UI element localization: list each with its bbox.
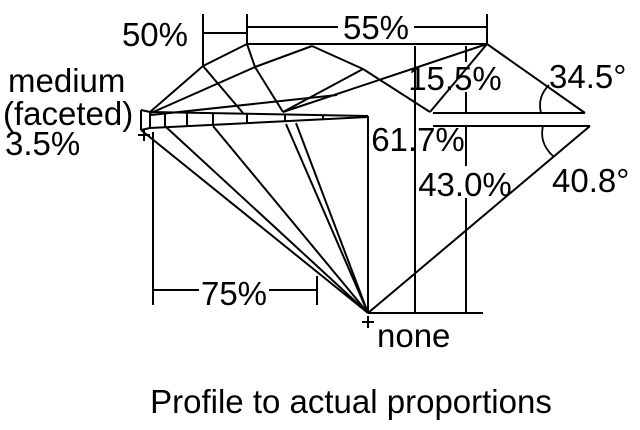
pavilion-angle-label: 40.8° (552, 162, 629, 199)
angle-arcs (539, 84, 554, 157)
girdle-label-line3: 3.5% (5, 125, 80, 162)
star-length-label: 50% (122, 16, 188, 53)
dimension-lines (152, 14, 590, 314)
crown-angle-arc (539, 84, 550, 114)
pavilion-angle-arc (541, 125, 554, 157)
pavilion-facets (165, 116, 369, 314)
total-depth-label: 61.7% (371, 121, 465, 158)
crown-angle-label: 34.5° (549, 58, 626, 95)
girdle-label-line1: medium (8, 62, 125, 99)
annotation-labels: 50% 55% 15.5% 34.5° medium (faceted) 3.5… (3, 9, 629, 354)
culet-label: none (377, 317, 450, 354)
figure-caption: Profile to actual proportions (150, 383, 552, 420)
diamond-silhouette (140, 43, 591, 314)
girdle-label-line2: (faceted) (3, 95, 133, 132)
crown-height-label: 15.5% (408, 60, 502, 97)
girdle-band (140, 109, 369, 131)
table-width-label: 55% (343, 9, 409, 46)
datum-marks (138, 129, 374, 328)
pavilion-depth-label: 43.0% (418, 166, 512, 203)
lower-girdle-label: 75% (201, 275, 267, 312)
crown-facets (150, 43, 488, 116)
